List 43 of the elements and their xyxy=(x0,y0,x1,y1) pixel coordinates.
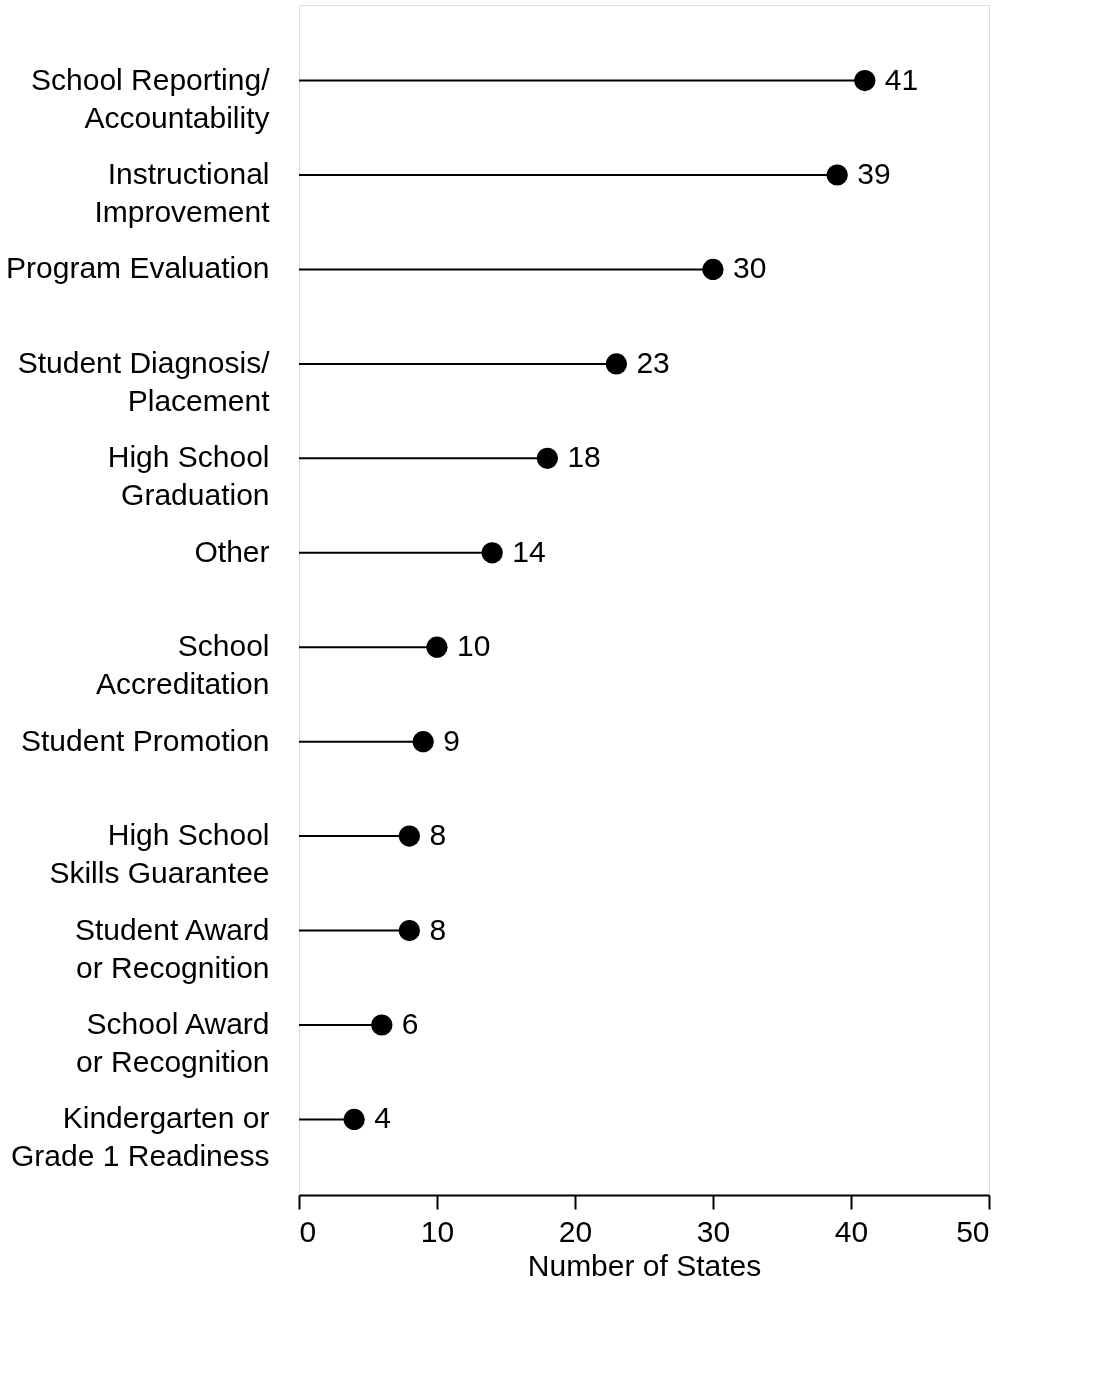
data-label: 8 xyxy=(429,912,447,946)
point xyxy=(398,825,421,847)
y-tick-label: School Reporting/ Accountability xyxy=(31,62,271,134)
point xyxy=(412,731,434,753)
data-label: 10 xyxy=(457,629,491,663)
data-label: 23 xyxy=(636,345,670,379)
x-tick-label: 30 xyxy=(696,1214,731,1248)
data-label: 4 xyxy=(374,1101,391,1135)
point xyxy=(343,1108,365,1131)
point xyxy=(826,164,848,186)
data-label: 30 xyxy=(733,251,767,285)
point xyxy=(702,258,724,281)
point xyxy=(605,353,628,375)
x-tick-label: 40 xyxy=(834,1214,869,1248)
point xyxy=(371,1014,393,1036)
x-tick-label: 50 xyxy=(956,1214,990,1248)
point xyxy=(398,919,421,942)
data-label: 41 xyxy=(884,62,919,96)
x-tick-label: 20 xyxy=(558,1214,593,1248)
data-label: 14 xyxy=(512,534,546,568)
y-tick-label: Student Award or Recognition xyxy=(74,912,270,984)
y-tick-label: Instructional Improvement xyxy=(94,157,271,228)
data-label: 18 xyxy=(567,440,601,474)
data-label: 9 xyxy=(443,723,460,757)
point xyxy=(481,542,503,564)
y-tick-label: Program Evaluation xyxy=(6,251,270,285)
x-axis-title: Number of States xyxy=(527,1248,762,1282)
data-label: 6 xyxy=(401,1007,419,1040)
x-tick-label: 10 xyxy=(420,1214,455,1248)
point xyxy=(854,69,876,92)
y-tick-label: School Award or Recognition xyxy=(76,1007,270,1078)
y-tick-label: Student Diagnosis/ Placement xyxy=(17,345,271,417)
point xyxy=(426,636,448,658)
y-tick-label: Other xyxy=(194,534,270,568)
y-tick-label: Kindergarten or Grade 1 Readiness xyxy=(11,1101,270,1173)
y-tick-label: High School Skills Guarantee xyxy=(49,818,270,890)
y-tick-label: School Accreditation xyxy=(96,629,270,701)
data-label: 8 xyxy=(429,818,447,852)
x-tick-label: 0 xyxy=(299,1214,317,1248)
data-label: 39 xyxy=(857,157,891,190)
y-tick-label: High School Graduation xyxy=(107,440,270,512)
point xyxy=(536,447,559,469)
y-tick-label: Student Promotion xyxy=(21,723,270,757)
